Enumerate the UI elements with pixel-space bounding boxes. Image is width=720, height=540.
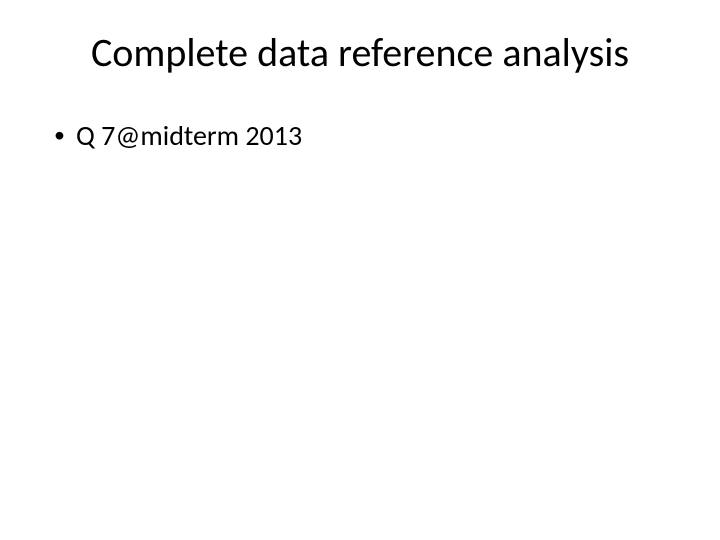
- slide-title: Complete data reference analysis: [0, 28, 720, 77]
- bullet-text: Q 7@midterm 2013: [76, 118, 666, 153]
- slide-body: • Q 7@midterm 2013: [54, 118, 666, 153]
- slide: Complete data reference analysis • Q 7@m…: [0, 0, 720, 540]
- bullet-icon: •: [54, 118, 76, 152]
- list-item: • Q 7@midterm 2013: [54, 118, 666, 153]
